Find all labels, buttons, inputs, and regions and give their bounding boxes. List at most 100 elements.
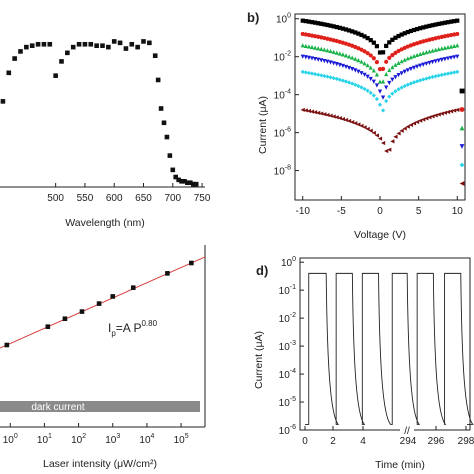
- panel-b-point: [374, 96, 380, 102]
- panel-b-point: [325, 59, 330, 64]
- panel-a-point: [161, 120, 167, 126]
- panel-c-point: [4, 342, 10, 348]
- panel-b-point: [411, 27, 417, 33]
- panel-b-point: [430, 60, 435, 65]
- panel-c-points: [4, 260, 194, 348]
- panel-b-point: [427, 115, 432, 120]
- panel-b-point: [408, 28, 414, 34]
- panel-a-point: [185, 180, 190, 186]
- panel-b-point: [430, 114, 435, 119]
- panel-b-point: [439, 111, 444, 116]
- panel-b-point: [359, 71, 364, 76]
- panel-a-xtick-label: 500: [47, 193, 64, 204]
- panel-b-point: [331, 76, 336, 81]
- panel-a-point: [111, 39, 117, 44]
- panel-b-point: [442, 45, 448, 50]
- panel-b-point: [384, 98, 389, 104]
- panel-a-point: [41, 41, 47, 47]
- panel-d-ytick-label: 10-1: [279, 284, 296, 297]
- panel-a-point: [164, 134, 170, 140]
- panel-b-point: [402, 57, 407, 62]
- panel-b-point: [377, 89, 383, 94]
- panel-d-ytick-label: 10-2: [279, 312, 296, 325]
- dark-current-label: dark current: [31, 402, 85, 413]
- panel-b-point: [421, 50, 426, 56]
- panel-a-point: [18, 49, 23, 54]
- panel-b-point: [319, 21, 324, 26]
- panel-b-point: [303, 19, 308, 24]
- panel-b-point: [399, 71, 404, 76]
- panel-b-point: [303, 70, 308, 75]
- panel-b-point: [325, 48, 330, 53]
- panel-b-point: [325, 74, 330, 79]
- panel-a-point: [88, 41, 94, 47]
- panel-b-point: [433, 22, 438, 27]
- panel-b-point: [396, 60, 401, 65]
- panel-b-point: [319, 58, 324, 63]
- panel-c-power-law: dark current 100 101 102 103 104 105 Ip=A P0.…: [0, 245, 206, 470]
- panel-b-point: [316, 57, 321, 62]
- panel-b-point: [331, 49, 336, 54]
- panel-b-point: [405, 56, 410, 61]
- panel-d-xtick-label: 298: [458, 436, 474, 447]
- panel-b-iv-curves: b) -10 -5 0 5 10 100 10-2 10-4 10-6 10-8 Voltage …: [247, 10, 466, 241]
- panel-a-point: [147, 40, 152, 46]
- panel-b-point: [328, 60, 333, 65]
- panel-b-point: [414, 64, 420, 69]
- panel-b-point: [353, 56, 358, 61]
- panel-c-point: [130, 285, 136, 290]
- panel-d-xtick-label: 296: [428, 436, 445, 447]
- panel-a-xlabel: Wavelength (nm): [65, 217, 145, 229]
- panel-b-point: [359, 32, 364, 38]
- panel-c-xtick-label: 101: [37, 433, 52, 446]
- panel-b-point: [353, 30, 358, 35]
- panel-b-point: [319, 73, 324, 78]
- panel-c-point: [79, 309, 85, 314]
- panel-a-point: [6, 70, 12, 76]
- panel-b-point: [455, 18, 460, 23]
- panel-b-point: [445, 44, 451, 50]
- panel-a-point: [65, 50, 70, 56]
- panel-d-ytick-label: 100: [281, 256, 296, 269]
- panel-b-ticks: -10 -5 0 5 10 100 10-2 10-4 10-6 10-8: [274, 13, 464, 217]
- panel-b-point: [371, 68, 376, 73]
- panel-c-x-ticks: 100 101 102 103 104 105: [3, 423, 189, 446]
- panel-b-point: [346, 80, 352, 85]
- panel-b-ytick-label: 10-4: [274, 89, 291, 102]
- panel-b-point: [353, 68, 358, 73]
- panel-b-point: [346, 54, 352, 59]
- panel-b-point: [322, 112, 327, 117]
- panel-b-point: [411, 53, 417, 59]
- panel-b-point: [359, 47, 364, 52]
- panel-b-point: [368, 53, 373, 58]
- panel-b-point: [368, 90, 373, 95]
- panel-b-point: [306, 108, 312, 114]
- panel-d-ytick-label: 10-6: [279, 424, 296, 437]
- panel-b-point: [359, 85, 364, 90]
- panel-b-point: [362, 61, 367, 66]
- panel-b-point: [448, 44, 454, 49]
- panel-b-point: [356, 31, 361, 36]
- panel-c-fit-line: [0, 256, 206, 349]
- panel-b-point: [365, 88, 370, 93]
- panel-a-point: [182, 178, 187, 184]
- panel-d-xtick-label: 2: [330, 436, 336, 447]
- panel-b-point: [384, 148, 389, 154]
- panel-b-point: [356, 122, 361, 127]
- panel-b-point: [334, 62, 339, 67]
- panel-b-point: [328, 23, 333, 28]
- panel-b-point: [436, 112, 441, 117]
- panel-b-point: [442, 57, 448, 62]
- panel-d-trace: [305, 272, 474, 425]
- panel-b-legend-marker: [459, 181, 465, 186]
- panel-b-point: [377, 79, 383, 84]
- panel-b-point: [340, 78, 346, 83]
- panel-b-point: [455, 54, 460, 59]
- panel-d-ticks: 100 10-1 10-2 10-3 10-4 10-5 10-6 0 2 4 294 296 298: [279, 256, 474, 447]
- panel-b-point: [368, 65, 373, 70]
- panel-b-point: [387, 55, 392, 61]
- panel-b-point: [368, 76, 373, 82]
- panel-b-point: [436, 21, 441, 27]
- panel-b-point: [442, 20, 448, 25]
- panel-a-point: [188, 180, 193, 186]
